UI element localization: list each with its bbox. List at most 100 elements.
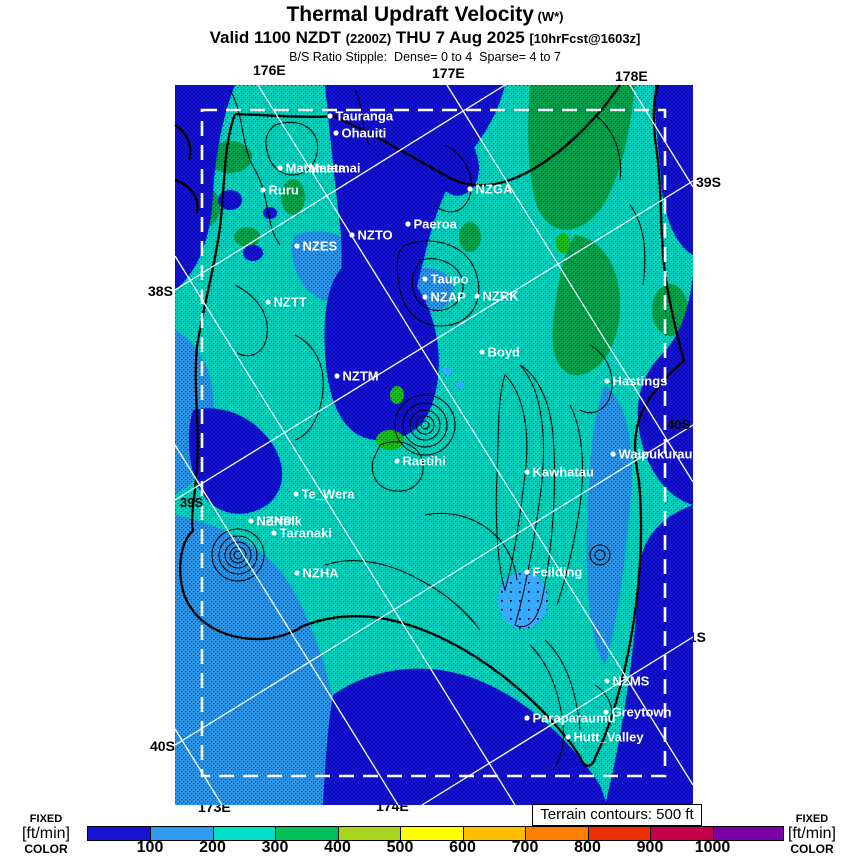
- station-label: Taupo: [431, 272, 469, 287]
- station-label: NZAP: [431, 290, 467, 305]
- station-dot: [294, 570, 300, 576]
- station-label: Norfolk: [257, 514, 303, 529]
- unit-ftmin-label: [ft/min]: [21, 825, 70, 842]
- station-label: Paeroa: [414, 217, 458, 232]
- station-dot: [394, 458, 400, 464]
- unit-ftmin-label: [ft/min]: [787, 825, 836, 842]
- colorbar-segment: [338, 827, 401, 840]
- colorbar-tick: 900: [636, 839, 664, 856]
- station-dot: [603, 709, 609, 715]
- colorbar-tick: 800: [574, 839, 601, 856]
- station-dot: [610, 451, 616, 457]
- station-label: Te_Wera: [302, 487, 356, 502]
- station-label: NZRK: [483, 289, 520, 304]
- terrain-contour-note: Terrain contours: 500 ft: [532, 804, 702, 826]
- station-label: Ohauiti: [342, 126, 387, 141]
- terrain-contours: [211, 89, 646, 771]
- lon-label-178e: 178E: [615, 68, 648, 84]
- colorbar-tick-labels: 100 200 300 400 500 600 700 800 900 1000: [87, 839, 782, 859]
- lon-label-177e: 177E: [432, 65, 465, 81]
- station-dot: [271, 530, 277, 536]
- station-dot: [422, 276, 428, 282]
- unit-color-label: COLOR: [24, 842, 68, 856]
- title-unit-note: (W*): [533, 9, 564, 24]
- station-label: NZHA: [303, 566, 340, 581]
- station-dot: [524, 569, 530, 575]
- valid-date: THU 7 Aug 2025: [391, 28, 530, 47]
- station-dot: [294, 243, 300, 249]
- station-label: NZTO: [358, 228, 393, 243]
- station-dot: [479, 349, 485, 355]
- station-dot: [334, 373, 340, 379]
- lon-label-176e: 176E: [253, 62, 286, 78]
- station-dot: [604, 378, 610, 384]
- colorbar-tick: 1000: [694, 839, 731, 856]
- colorbar-tick: 700: [511, 839, 539, 856]
- page-title: Thermal Updraft Velocity (W*): [0, 3, 850, 27]
- colorbar-tick: 200: [199, 839, 226, 856]
- colorbar: [87, 826, 784, 841]
- domain-boundary-dashed: [200, 108, 667, 778]
- unit-color-label: COLOR: [790, 842, 834, 856]
- station-dot: [265, 299, 271, 305]
- thermal-updraft-map: 39S 40S Tauranga Ohauiti Matamata Matamai Ru…: [174, 84, 694, 806]
- station-dot: [349, 232, 355, 238]
- valid-forecast-age: [10hrFcst@1603z]: [529, 31, 641, 46]
- station-dot: [248, 518, 254, 524]
- sparse-stipple-patch: [442, 367, 548, 629]
- colorbar-tick: 600: [449, 839, 476, 856]
- station-label: Paraparaumu: [533, 711, 616, 726]
- station-label: Feilding: [533, 565, 583, 580]
- valid-prefix: Valid 1100 NZDT: [209, 28, 346, 47]
- colorbar-segment: [401, 827, 464, 840]
- colorbar-segment: [213, 827, 276, 840]
- station-dot: [474, 293, 480, 299]
- lat-label-39s-inner: 39S: [180, 495, 203, 510]
- station-label: NZGA: [476, 182, 513, 197]
- station-dot: [277, 165, 283, 171]
- station-label: NZMS: [613, 674, 650, 689]
- lat-label-40s-left: 40S: [150, 738, 175, 754]
- station-dot: [293, 491, 299, 497]
- station-dot: [260, 187, 266, 193]
- colorbar-segment: [526, 827, 589, 840]
- colorbar-segment: [463, 827, 526, 840]
- station-label: Waipukurau: [619, 447, 693, 462]
- station-dot: [524, 715, 530, 721]
- colorbar-tick: 300: [261, 839, 289, 856]
- station-label: Tauranga: [336, 109, 394, 124]
- station-dot: [327, 113, 333, 119]
- lat-label-40s-inner: 40S: [667, 417, 690, 432]
- stipple-legend-line: B/S Ratio Stipple: Dense= 0 to 4 Sparse=…: [289, 50, 561, 64]
- colorbar-segment: [651, 827, 714, 840]
- title-text: Thermal Updraft Velocity: [286, 3, 534, 26]
- unit-fixed-label: FIXED: [29, 813, 63, 825]
- colorbar-unit-left: FIXED [ft/min] COLOR: [6, 813, 86, 856]
- station-dot: [422, 294, 428, 300]
- station-dot: [405, 221, 411, 227]
- colorbar-tick: 100: [136, 839, 164, 856]
- colorbar-segment: [88, 827, 151, 840]
- colorbar-tick: 500: [386, 839, 414, 856]
- lat-label-38s: 38S: [148, 283, 173, 299]
- station-label: NZTM: [343, 369, 379, 384]
- station-label: Matamai: [309, 161, 361, 176]
- valid-zulu: (2200Z): [345, 31, 392, 46]
- station-dot: [467, 186, 473, 192]
- station-label: Boyd: [488, 345, 521, 360]
- station-label: Raetihi: [403, 454, 446, 469]
- graticule-lines: [174, 84, 694, 806]
- colorbar-segment: [151, 827, 214, 840]
- station-label: NZNP: [257, 514, 293, 529]
- station-label: NZTT: [274, 295, 307, 310]
- station-label: Ruru: [269, 183, 299, 198]
- station-dot: [333, 130, 339, 136]
- station-label: Hastings: [613, 374, 668, 389]
- colorbar-segment: [713, 827, 783, 840]
- colorbar-segment: [276, 827, 339, 840]
- station-label: Hutt_Valley: [574, 730, 645, 745]
- station-label: NZES: [303, 239, 338, 254]
- station-label: Kawhatau: [533, 465, 594, 480]
